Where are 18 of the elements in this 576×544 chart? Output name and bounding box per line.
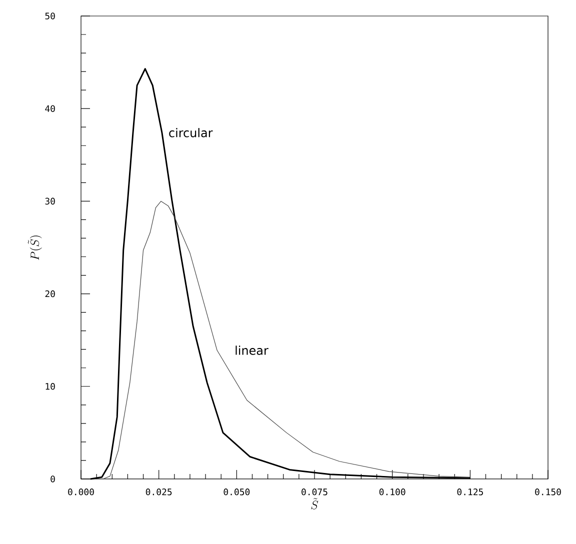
x-tick-label: 0.050 [224, 488, 250, 496]
x-tick-label: 0.100 [379, 488, 406, 496]
x-axis-title: $\tilde{S}$ [311, 498, 318, 510]
series-label: linear [236, 346, 268, 355]
y-tick-label: 50 [45, 12, 55, 20]
y-axis-title: $P(\tilde{S})$ [28, 236, 42, 260]
x-tick-label: 0.000 [68, 488, 94, 496]
y-tick-label: 10 [46, 382, 55, 390]
y-tick-label: 0 [50, 476, 55, 482]
y-tick-label: 30 [45, 198, 55, 205]
y-tick-label: 40 [45, 105, 55, 112]
y-tick-label: 20 [45, 290, 55, 298]
x-tick-label: 0.125 [457, 488, 483, 496]
series-label: circular [169, 128, 213, 138]
x-tick-label: 0.075 [302, 488, 328, 496]
line-series [102, 200, 470, 480]
x-tick-label: 0.025 [146, 488, 172, 496]
x-tick-label: 0.150 [535, 488, 561, 496]
